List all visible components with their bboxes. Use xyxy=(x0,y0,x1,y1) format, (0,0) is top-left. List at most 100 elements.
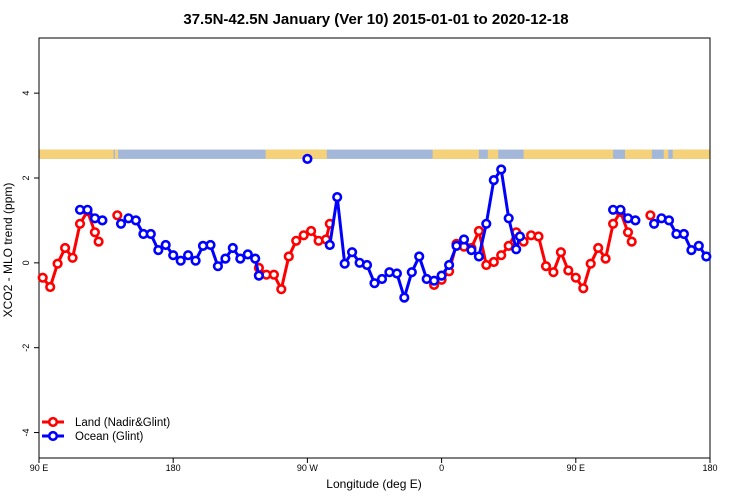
data-point xyxy=(302,153,313,164)
data-point xyxy=(481,218,492,229)
data-point xyxy=(503,213,514,224)
y-axis-label: XCO2 - MLO trend (ppm) xyxy=(1,183,15,318)
data-point xyxy=(429,275,440,286)
data-point xyxy=(361,259,373,271)
data-point xyxy=(212,261,223,272)
data-point xyxy=(130,215,141,226)
data-point xyxy=(145,228,156,240)
map-strip-land xyxy=(672,149,710,159)
data-point xyxy=(693,240,704,251)
data-point xyxy=(306,225,317,237)
data-point xyxy=(250,253,261,264)
data-point xyxy=(183,250,194,261)
data-point xyxy=(578,283,589,294)
data-point xyxy=(630,215,641,226)
data-point xyxy=(496,164,507,175)
data-point xyxy=(645,210,656,221)
map-strip-ocean xyxy=(39,149,710,159)
y-tick-label: 4 xyxy=(21,91,31,96)
map-strip-land xyxy=(115,149,119,159)
series-line xyxy=(257,223,332,291)
data-point xyxy=(570,272,581,283)
map-strip-land xyxy=(265,149,327,159)
data-point xyxy=(488,256,499,268)
series-line xyxy=(41,209,100,289)
series-land xyxy=(37,206,656,295)
data-point xyxy=(406,267,417,278)
data-point xyxy=(376,273,388,285)
plot-border xyxy=(38,37,711,459)
data-point xyxy=(52,258,63,269)
legend-ocean-label: Ocean (Glint) xyxy=(75,431,144,443)
data-point xyxy=(473,251,485,262)
data-point xyxy=(175,255,186,266)
data-point xyxy=(253,270,264,281)
data-point xyxy=(473,225,485,237)
data-point xyxy=(298,230,309,241)
y-tick-label: -2 xyxy=(21,344,31,352)
chart-title: 37.5N-42.5N January (Ver 10) 2015-01-01 … xyxy=(183,11,568,28)
data-point xyxy=(93,236,104,247)
map-strip-land xyxy=(625,149,652,159)
data-point xyxy=(466,245,477,256)
x-tick-label: 0 xyxy=(439,463,444,473)
data-point xyxy=(37,272,48,283)
data-point xyxy=(686,245,697,256)
y-axis: -4 -2 0 2 4 xyxy=(21,91,39,437)
series-ocean xyxy=(74,153,712,303)
data-point xyxy=(339,258,350,269)
data-point xyxy=(283,251,294,262)
data-point xyxy=(391,268,403,279)
data-point xyxy=(235,253,246,264)
data-point xyxy=(540,261,552,272)
data-point xyxy=(563,265,574,276)
x-tick-label: 90 E xyxy=(567,463,586,473)
map-strip-land xyxy=(432,149,479,159)
data-point xyxy=(45,281,56,293)
data-point xyxy=(451,240,462,251)
x-tick-label: 90 W xyxy=(297,463,319,473)
data-point xyxy=(205,239,216,251)
legend-land-marker xyxy=(47,416,59,428)
y-tick-label: 0 xyxy=(21,260,31,265)
data-point xyxy=(369,278,380,289)
data-point xyxy=(168,250,179,261)
data-point xyxy=(600,253,611,264)
data-point xyxy=(414,251,425,262)
data-point xyxy=(548,267,559,278)
data-point xyxy=(115,218,127,229)
data-point xyxy=(59,242,71,254)
x-axis: 90 E 180 90 W 0 90 E 180 xyxy=(30,458,718,473)
data-point xyxy=(585,258,596,269)
data-point xyxy=(160,239,171,251)
data-point xyxy=(399,292,410,303)
data-point xyxy=(227,242,238,254)
data-point xyxy=(190,255,201,266)
data-point xyxy=(496,250,507,261)
map-strip-land xyxy=(663,149,669,159)
x-axis-label: Longitude (deg E) xyxy=(326,477,421,491)
data-point xyxy=(67,252,78,263)
data-point xyxy=(663,215,675,226)
data-point xyxy=(514,231,526,242)
data-point xyxy=(324,239,335,251)
data-point xyxy=(607,218,619,229)
data-point xyxy=(533,231,544,242)
data-point xyxy=(268,269,280,280)
data-point xyxy=(153,245,164,256)
data-point xyxy=(347,247,358,258)
y-tick-label: -4 xyxy=(21,429,31,437)
data-point xyxy=(488,175,499,186)
map-strip xyxy=(39,149,710,159)
plot-frame xyxy=(38,37,711,459)
data-point xyxy=(291,235,302,246)
data-point xyxy=(555,247,567,258)
data-point xyxy=(242,249,253,260)
data-point xyxy=(82,204,93,215)
data-point xyxy=(112,210,123,221)
legend: Land (Nadir&Glint) Ocean (Glint) xyxy=(42,416,170,443)
data-point xyxy=(332,192,343,203)
y-tick-label: 2 xyxy=(21,175,31,180)
map-strip-land xyxy=(487,149,499,159)
